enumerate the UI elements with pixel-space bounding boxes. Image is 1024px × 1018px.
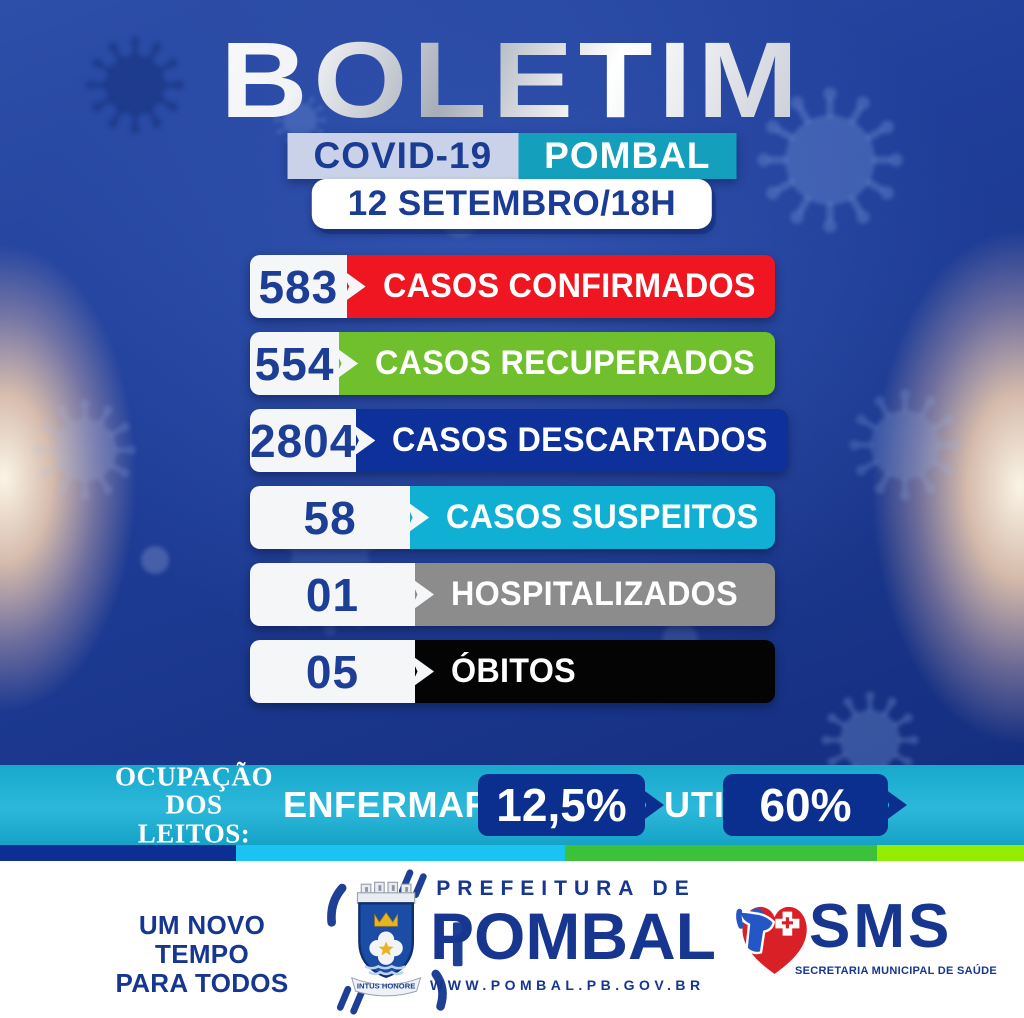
stat-row-recuperados: 554 CASOS RECUPERADOS [250,332,775,395]
stat-label-box: CASOS RECUPERADOS [339,332,775,395]
stat-value: 583 [258,260,339,313]
covid-label: COVID-19 [287,133,519,179]
prefecture-top-label: PREFEITURA DE [436,877,696,900]
stat-row-hospitalizados: 01 HOSPITALIZADOS [250,563,775,626]
stat-label: ÓBITOS [451,652,576,690]
stat-value: 01 [305,568,360,621]
stripe-segment [235,845,566,861]
coat-of-arms-icon: INTUS HONORE [327,869,463,1015]
occupancy-title: OCUPAÇÃO DOS LEITOS: [110,762,278,847]
icu-value-pill: 60% [723,774,888,836]
stripe-segment [0,845,236,861]
stat-label-box: CASOS DESCARTADOS [356,409,788,472]
slogan: UM NOVO TEMPO PARA TODOS [92,910,312,999]
stat-row-confirmados: 583 CASOS CONFIRMADOS [250,255,775,318]
stat-value-box: 01 [250,563,415,626]
stripe-segment [876,845,1024,861]
stat-value-box: 583 [250,255,347,318]
stat-value: 05 [305,645,360,698]
stat-label: CASOS RECUPERADOS [375,344,756,382]
occupancy-title-line1: OCUPAÇÃO [115,761,273,792]
slogan-line1: UM NOVO TEMPO [138,910,266,970]
color-stripe [0,845,1024,861]
sms-logo: SMS SECRETARIA MUNICIPAL DE SAÚDE [733,892,997,1005]
date-label: 12 SETEMBRO/18H [311,179,713,229]
stat-row-descartados: 2804 CASOS DESCARTADOS [250,409,788,472]
stat-label-box: ÓBITOS [415,640,775,703]
stat-value-box: 05 [250,640,415,703]
stats-list: 583 CASOS CONFIRMADOS 554 CASOS RECUPERA… [250,255,788,703]
slogan-line2: PARA TODOS [115,968,289,999]
stat-value-box: 554 [250,332,340,395]
stat-value: 554 [254,337,335,390]
stat-label: CASOS SUSPEITOS [446,498,759,536]
prefecture-block: PREFEITURA DE POMBAL WWW.POMBAL.PB.GOV.B… [430,877,716,993]
occupancy-title-line2: DOS LEITOS: [137,789,251,849]
pombal-crest: INTUS HONORE [308,867,468,1015]
ward-value: 12,5% [496,779,627,831]
stat-value: 2804 [250,414,357,467]
stat-row-suspeitos: 58 CASOS SUSPEITOS [250,486,775,549]
ward-value-pill: 12,5% [478,774,645,836]
stat-label: HOSPITALIZADOS [451,575,738,613]
prefecture-name: POMBAL [430,899,716,973]
sms-subtitle: SECRETARIA MUNICIPAL DE SAÚDE [795,965,998,977]
stat-value-box: 2804 [250,409,357,472]
blue-background: BOLETIM COVID-19 POMBAL 12 SETEMBRO/18H … [0,0,1024,765]
stripe-segment [565,845,877,861]
prefecture-website: WWW.POMBAL.PB.GOV.BR [430,977,705,993]
page-title: BOLETIM [0,26,1024,134]
icu-value: 60% [759,779,852,831]
stat-label: CASOS DESCARTADOS [392,421,769,459]
stat-row-obitos: 05 ÓBITOS [250,640,775,703]
crest-motto: INTUS HONORE [357,981,415,990]
heart-health-icon [736,906,807,974]
city-label: POMBAL [518,133,737,179]
stat-value: 58 [303,491,357,544]
stat-label-box: CASOS SUSPEITOS [410,486,775,549]
stat-label-box: HOSPITALIZADOS [415,563,775,626]
stat-label-box: CASOS CONFIRMADOS [346,255,775,318]
icu-label: UTI [664,784,725,825]
stat-value-box: 58 [250,486,411,549]
stat-label: CASOS CONFIRMADOS [382,267,756,305]
sms-acronym: SMS [809,892,953,961]
footer: UM NOVO TEMPO PARA TODOS [0,861,1024,1018]
subtitle-pills: COVID-19 POMBAL [287,133,737,179]
occupancy-band: OCUPAÇÃO DOS LEITOS: ENFERMARIA 12,5% UT… [0,762,1024,847]
